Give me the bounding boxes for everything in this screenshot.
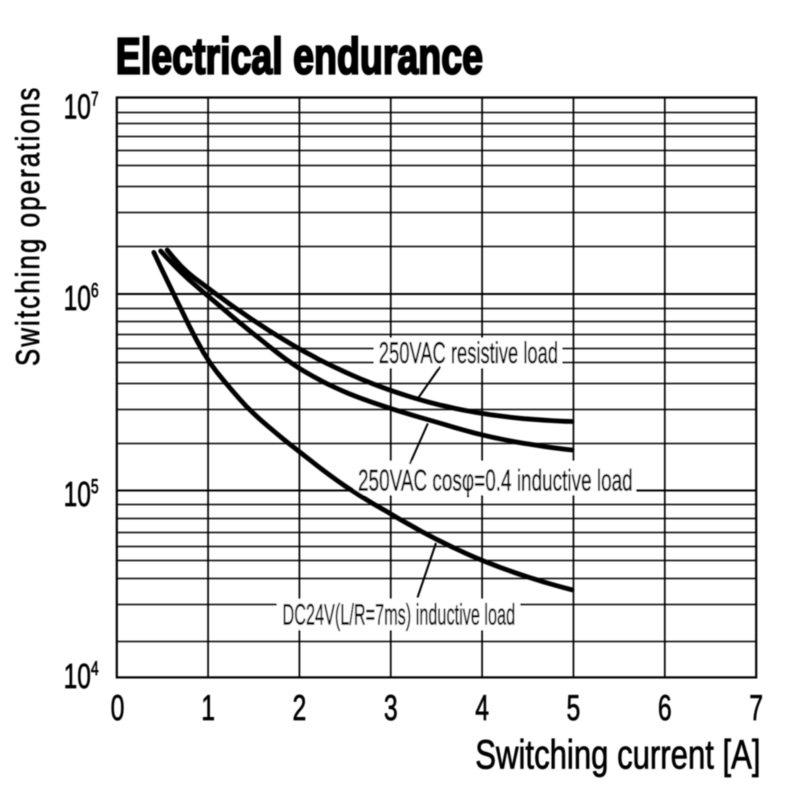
- svg-text:0: 0: [111, 687, 125, 728]
- svg-text:4: 4: [475, 687, 489, 728]
- svg-text:Switching current [A]: Switching current [A]: [475, 732, 760, 778]
- svg-text:3: 3: [384, 687, 398, 728]
- svg-text:1: 1: [201, 687, 215, 728]
- svg-text:DC24V(L/R=7ms) inductive load: DC24V(L/R=7ms) inductive load: [283, 599, 516, 632]
- svg-text:5: 5: [567, 687, 581, 728]
- svg-text:105: 105: [64, 475, 99, 514]
- svg-text:2: 2: [292, 687, 306, 728]
- svg-text:250VAC cosφ=0.4 inductive load: 250VAC cosφ=0.4 inductive load: [358, 465, 633, 498]
- svg-text:106: 106: [64, 279, 99, 318]
- svg-text:Switching operations: Switching operations: [9, 86, 46, 366]
- svg-text:Electrical endurance: Electrical endurance: [116, 27, 483, 84]
- svg-text:6: 6: [658, 687, 672, 728]
- svg-text:250VAC resistive load: 250VAC resistive load: [379, 337, 558, 370]
- svg-text:7: 7: [749, 687, 763, 728]
